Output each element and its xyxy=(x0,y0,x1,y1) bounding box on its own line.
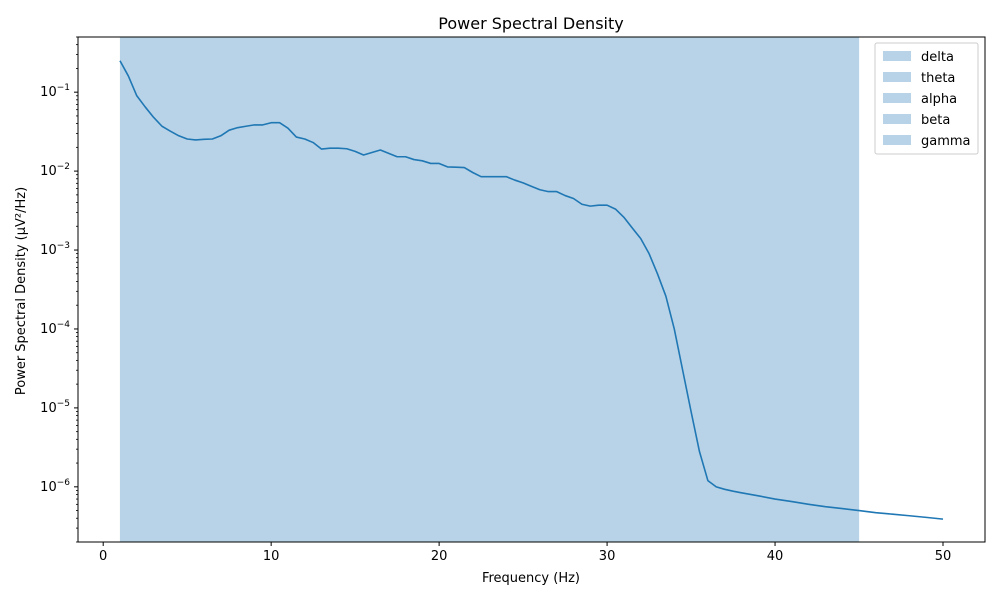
legend-swatch-delta xyxy=(883,51,911,61)
legend: delta theta alpha beta gamma xyxy=(874,42,979,155)
x-tick-label: 0 xyxy=(99,549,107,564)
band-gamma xyxy=(119,37,860,542)
legend-swatch-beta xyxy=(883,114,911,124)
x-tick-label: 10 xyxy=(263,549,280,564)
legend-label-alpha: alpha xyxy=(921,92,957,107)
series-layer xyxy=(119,60,944,520)
y-tick-label: 10−3 xyxy=(40,241,70,258)
y-tick-label: 10−5 xyxy=(40,399,70,416)
legend-swatch-alpha xyxy=(883,93,911,103)
series-line-0 xyxy=(119,60,944,520)
x-tick-label: 20 xyxy=(431,549,448,564)
y-tick-label: 10−2 xyxy=(40,162,70,179)
legend-label-gamma: gamma xyxy=(921,134,971,149)
band-layer xyxy=(119,37,860,542)
y-tick-label: 10−4 xyxy=(40,320,70,337)
y-tick-label: 10−6 xyxy=(40,478,70,495)
y-axis-label: Power Spectral Density (µV²/Hz) xyxy=(14,187,29,395)
legend-swatch-theta xyxy=(883,72,911,82)
legend-label-theta: theta xyxy=(921,71,955,86)
axes xyxy=(77,36,986,543)
x-tick-label: 40 xyxy=(767,549,784,564)
legend-box xyxy=(874,42,979,155)
legend-label-beta: beta xyxy=(921,113,950,128)
ticks: 0 10 20 30 40 50 10−6 10−5 10−4 10−3 10−2 10−1 xyxy=(40,36,952,564)
x-axis-label: Frequency (Hz) xyxy=(482,571,580,586)
y-tick-label: 10−1 xyxy=(40,83,70,100)
x-tick-label: 50 xyxy=(935,549,952,564)
legend-swatch-gamma xyxy=(883,135,911,145)
chart-title: Power Spectral Density xyxy=(438,14,623,33)
legend-label-delta: delta xyxy=(921,50,954,65)
x-tick-label: 30 xyxy=(599,549,616,564)
plot-frame xyxy=(77,36,986,543)
